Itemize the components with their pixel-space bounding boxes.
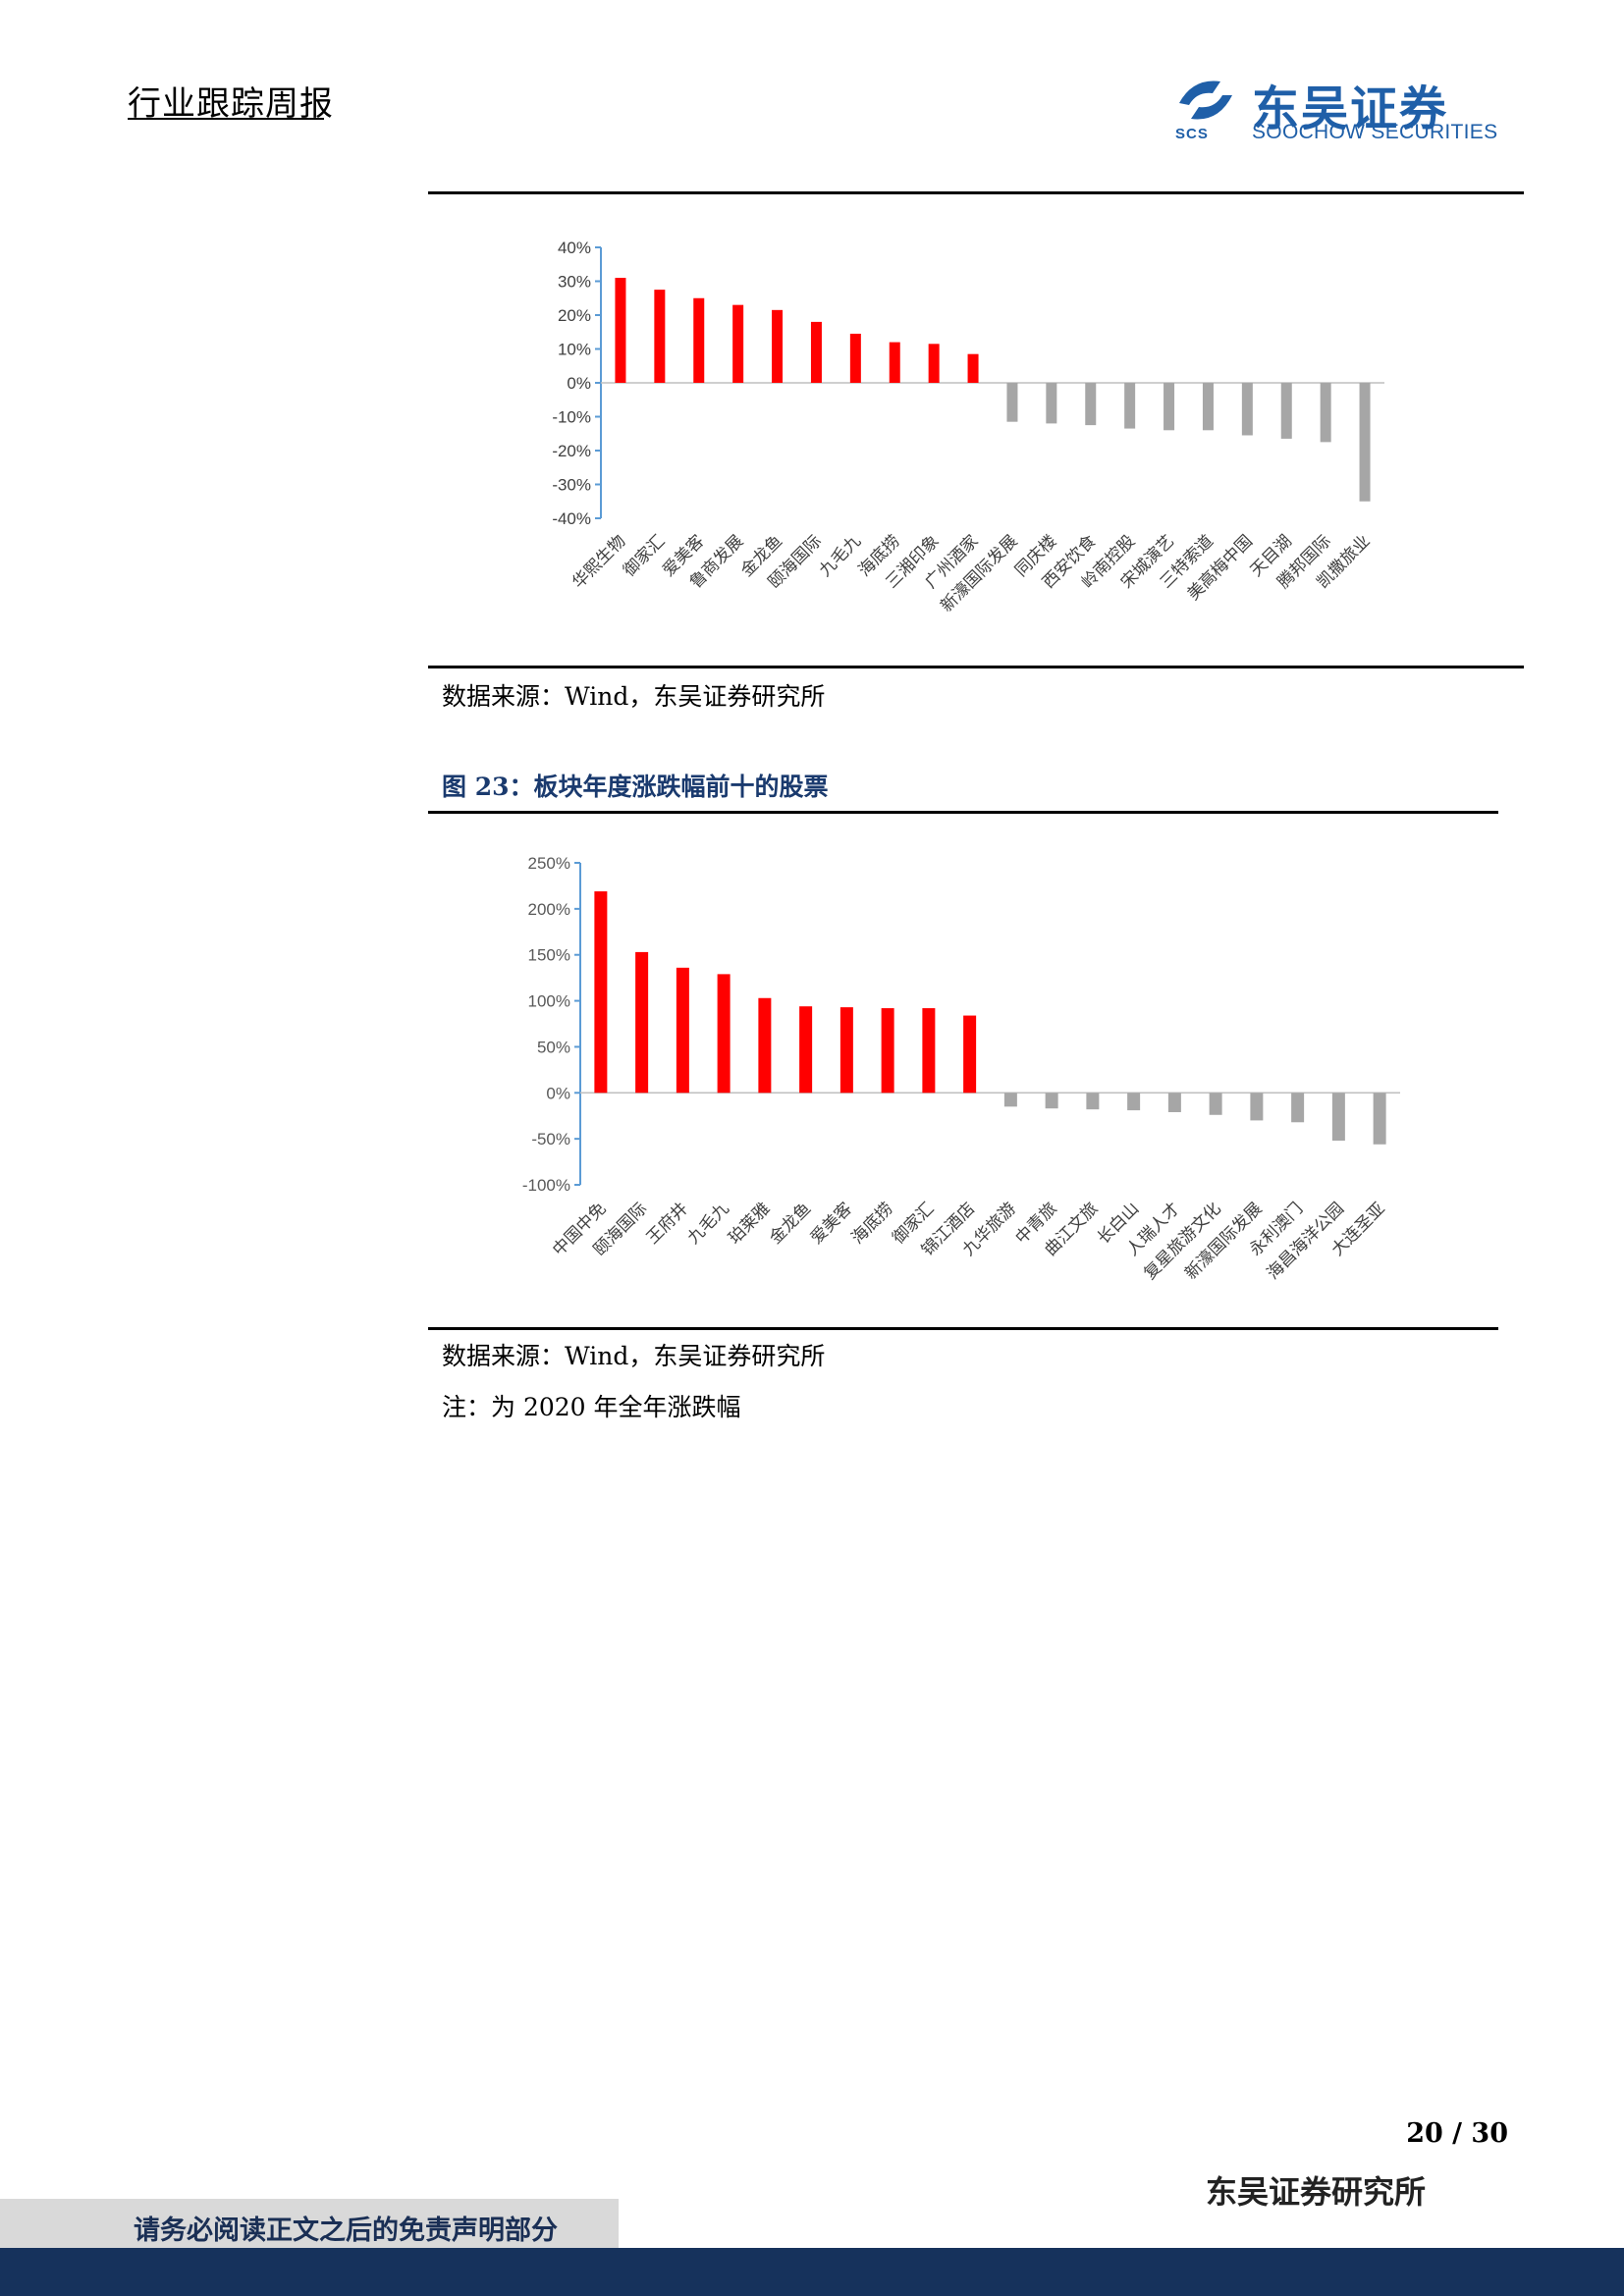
chart2-bar <box>799 1006 813 1094</box>
logo-english-name: SOOCHOW SECURITIES <box>1252 121 1498 143</box>
chart1-y-tick-label: 0% <box>567 374 591 393</box>
logo-chinese-name: 东吴证券 <box>1252 81 1449 136</box>
chart2-bar <box>839 1007 853 1094</box>
chart1-bar <box>772 309 784 383</box>
chart2-note: 注：为 2020 年全年涨跌幅 <box>442 1393 741 1421</box>
chart1-bar <box>1280 383 1292 439</box>
chart1-y-tick-label: 40% <box>558 239 591 257</box>
chart2-y-tick-label: 0% <box>546 1084 570 1102</box>
chart1-y-tick-label: -30% <box>552 476 591 495</box>
chart2-category-label: 爱美客 <box>807 1199 856 1248</box>
chart1-y-tick-label: 30% <box>558 273 591 292</box>
chart1-y-tick-label: -10% <box>552 408 591 427</box>
chart1-bar <box>1124 383 1136 429</box>
charts-canvas: 40% 30% 20% 10% 0% -10% -20% -30% -40% 华熙生物御家汇爱美客… <box>522 239 1400 1284</box>
chart2-y-tick-label: -100% <box>522 1176 570 1195</box>
chart1-y-tick-label: -20% <box>552 442 591 460</box>
chart2-y-tick-label: -50% <box>531 1130 570 1148</box>
chart2-y-tick-label: 150% <box>528 946 570 965</box>
chart2-bar <box>1291 1093 1305 1123</box>
chart1-bar <box>1320 383 1331 443</box>
chart2-bar <box>1003 1093 1017 1107</box>
chart2-category-label: 金龙鱼 <box>766 1199 815 1248</box>
chart2-bar <box>676 967 689 1094</box>
chart2-bar <box>922 1008 936 1094</box>
chart2-y-tick-label: 250% <box>528 854 570 873</box>
company-logo: SCS 东吴证券 SOOCHOW SECURITIES <box>1173 74 1507 147</box>
chart1-bar <box>810 321 822 383</box>
chart1-bar <box>1241 383 1253 436</box>
chart1-bar <box>889 342 900 383</box>
chart1-top-rule <box>428 191 1524 194</box>
chart-1-stock-performance: 40%30%20%10%0%-10%-20%-30%-40%华熙生物御家汇爱美客… <box>552 239 1384 616</box>
chart1-bottom-rule <box>428 666 1524 668</box>
chart2-bar <box>881 1008 894 1094</box>
page-number: 20 / 30 <box>1406 2118 1508 2149</box>
chart1-y-tick-label: -40% <box>552 509 591 528</box>
chart1-bar <box>654 290 666 383</box>
chart1-bar <box>928 344 940 383</box>
chart1-category-label: 华熙生物 <box>568 531 629 592</box>
report-type-title: 行业跟踪周报 <box>128 84 334 124</box>
chart2-data-source: 数据来源：Wind，东吴证券研究所 <box>442 1342 826 1370</box>
chart2-bar <box>635 951 649 1094</box>
logo-abbreviation: SCS <box>1175 126 1209 142</box>
chart2-category-label: 九毛九 <box>683 1199 732 1248</box>
chart1-y-tick-label: 10% <box>558 341 591 359</box>
chart2-bar <box>1209 1093 1222 1115</box>
chart2-bar <box>1250 1093 1264 1121</box>
chart2-bar <box>1086 1093 1100 1110</box>
chart1-bar <box>967 353 979 383</box>
disclaimer-bar <box>0 2199 619 2248</box>
chart1-bar <box>732 304 744 383</box>
chart1-category-label: 御家汇 <box>620 531 669 580</box>
figure-23-title: 图 23：板块年度涨跌幅前十的股票 <box>442 773 829 801</box>
chart1-category-label: 九毛九 <box>816 531 865 580</box>
chart1-y-tick-label: 20% <box>558 306 591 325</box>
chart1-bar <box>849 333 861 383</box>
chart2-y-tick-label: 100% <box>528 992 570 1011</box>
header-underline <box>128 118 324 120</box>
chart2-bar <box>1167 1093 1181 1112</box>
chart2-bar <box>1373 1093 1386 1145</box>
chart1-bar <box>1202 383 1214 431</box>
chart2-y-tick-label: 200% <box>528 900 570 919</box>
logo-mark-icon <box>1179 80 1232 120</box>
chart1-data-source: 数据来源：Wind，东吴证券研究所 <box>442 682 826 711</box>
chart1-bar <box>1046 383 1057 424</box>
chart2-bar <box>717 974 731 1094</box>
chart1-bar <box>1359 383 1371 502</box>
chart2-bar <box>1127 1093 1141 1111</box>
chart2-bar <box>1331 1093 1345 1142</box>
chart2-bar <box>758 997 772 1094</box>
chart2-bottom-rule <box>428 1327 1498 1330</box>
chart2-bar <box>1045 1093 1058 1109</box>
chart2-category-label: 王府井 <box>643 1199 692 1248</box>
chart2-top-rule <box>428 811 1498 814</box>
disclaimer-text: 请务必阅读正文之后的免责声明部分 <box>134 2216 558 2246</box>
chart-2-annual-top-stocks: 250%200%150%100%50%0%-50%-100%中国中免颐海国际王府… <box>522 854 1400 1284</box>
footer-band <box>0 2248 1624 2296</box>
chart1-bar <box>693 297 705 383</box>
chart2-category-label: 海底捞 <box>847 1199 896 1248</box>
chart1-bar <box>615 278 626 383</box>
chart2-bar <box>594 891 608 1094</box>
chart2-category-label: 珀莱雅 <box>725 1199 774 1248</box>
chart1-bar <box>1085 383 1097 426</box>
chart2-y-tick-label: 50% <box>537 1038 570 1056</box>
chart1-bar <box>1164 383 1175 431</box>
chart2-bar <box>963 1015 977 1094</box>
chart1-bar <box>1006 383 1018 422</box>
institute-name: 东吴证券研究所 <box>1205 2173 1426 2211</box>
